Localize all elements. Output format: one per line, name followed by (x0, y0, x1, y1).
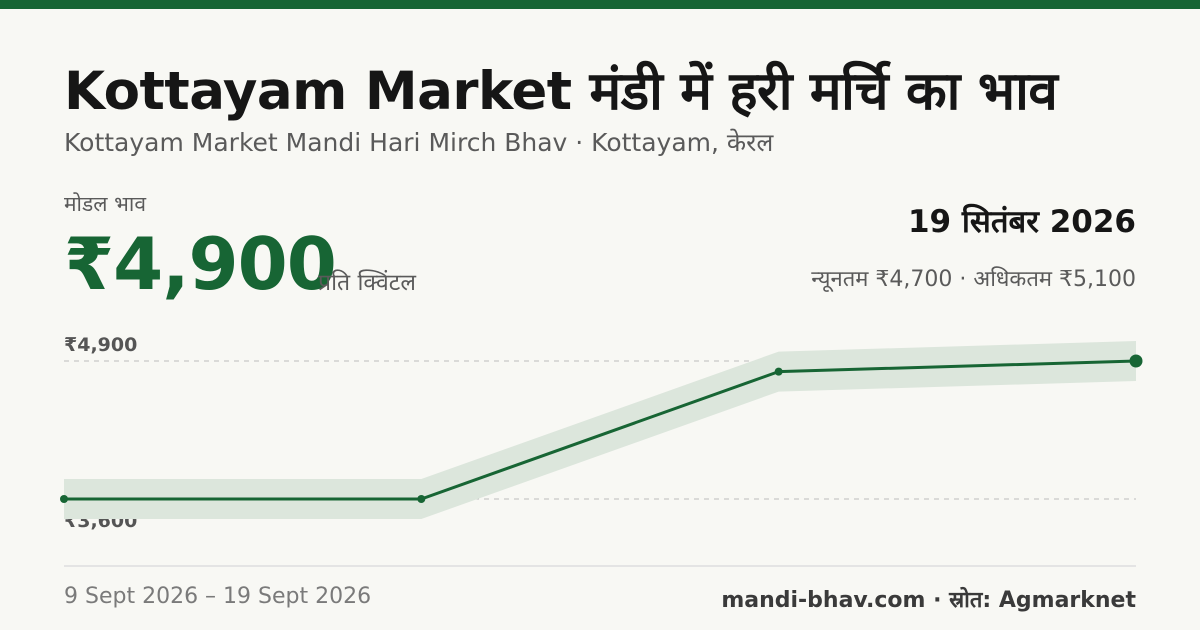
price-unit: प्रति क्विंटल (318, 270, 416, 296)
page-title: Kottayam Market मंडी में हरी मर्चि का भा… (64, 61, 1058, 122)
price-line (64, 359, 1137, 501)
y-tick-label-max: ₹4,900 (64, 334, 137, 356)
modal-price-label: मोडल भाव (64, 192, 147, 216)
top-accent-bar (0, 0, 1200, 9)
page-subtitle: Kottayam Market Mandi Hari Mirch Bhav · … (64, 128, 774, 157)
price-range-band (64, 341, 1136, 519)
footer-date-range: 9 Sept 2026 – 19 Sept 2026 (64, 584, 372, 609)
min-max-range: न्यूनतम ₹4,700 · अधिकतम ₹5,100 (811, 267, 1136, 292)
price-point (60, 495, 68, 503)
price-point (1129, 354, 1143, 368)
footer-source: mandi-bhav.com · स्रोत: Agmarknet (721, 588, 1136, 613)
price-point (417, 495, 426, 503)
modal-price-value: ₹4,900 (64, 222, 337, 306)
price-points (60, 354, 1143, 503)
price-point (774, 367, 783, 376)
report-date: 19 सितंबर 2026 (907, 204, 1136, 240)
